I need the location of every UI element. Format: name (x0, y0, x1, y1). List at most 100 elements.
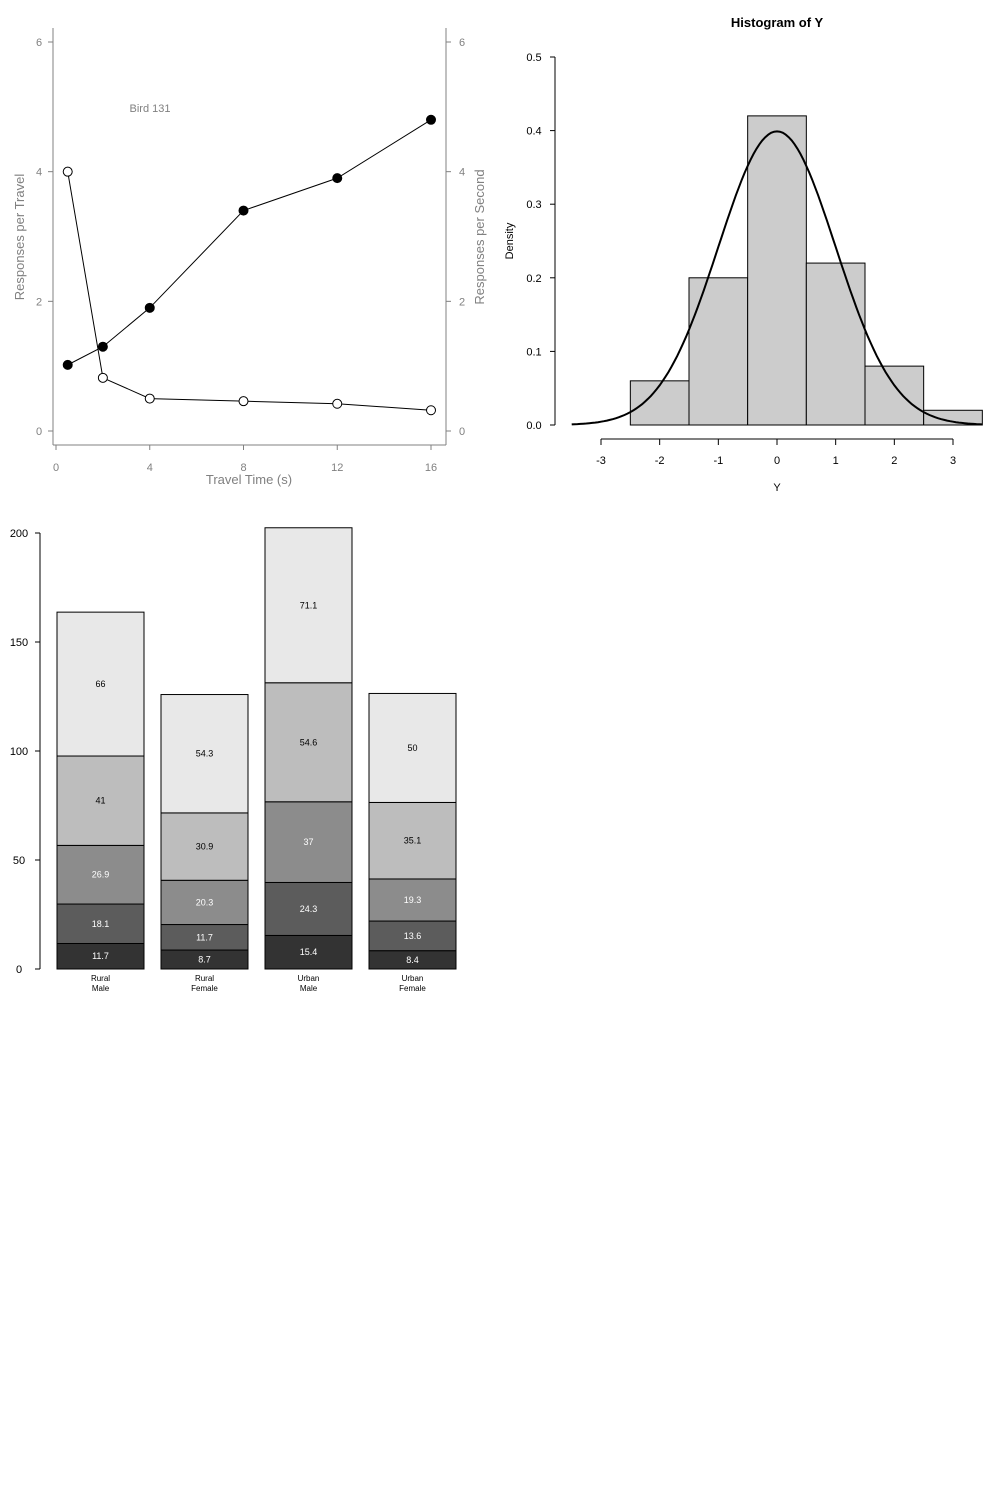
chart-annotation: Bird 131 (130, 103, 171, 115)
x-tick-label: 4 (147, 462, 153, 474)
bar-value-label: 35.1 (404, 836, 422, 846)
bar-value-label: 19.3 (404, 895, 422, 905)
bar-segment (368, 801, 457, 880)
bar-value-label: 37 (303, 837, 313, 847)
data-point (238, 396, 249, 407)
bar-segment (264, 934, 353, 970)
category-label-line2: Female (191, 984, 218, 993)
data-point (144, 302, 155, 313)
stacked-bar-chart: 05010015020011.718.126.94166RuralMale8.7… (10, 527, 457, 993)
bar-segment (160, 694, 249, 814)
bar-segment (56, 942, 145, 970)
y-tick-label: 0.2 (526, 273, 541, 285)
category-label-line1: Rural (91, 974, 110, 983)
left-y-tick-label: 0 (36, 426, 42, 438)
data-point (426, 405, 436, 416)
bar-segment (56, 611, 145, 757)
bar-segment (56, 844, 145, 905)
bar-value-label: 8.4 (406, 955, 419, 965)
bar-value-label: 20.3 (196, 897, 214, 907)
histogram-bar (805, 262, 866, 426)
data-point (144, 393, 155, 404)
bar-segment (368, 692, 457, 803)
histogram-chart: Histogram of Y 0.0 0.1 0.2 0.3 0.4 0.5 Density -… (504, 15, 983, 494)
y-tick-label: 0.0 (526, 420, 541, 432)
x-tick-label: 0 (53, 462, 59, 474)
series-line-0 (67, 119, 432, 366)
bar-segment (160, 924, 249, 951)
bar-segment (264, 881, 353, 936)
bar-segment (264, 682, 353, 803)
category-label-line1: Urban (402, 974, 424, 983)
x-tick-label: 0 (774, 455, 780, 467)
y-tick-label: 200 (10, 528, 28, 540)
y-tick-label: 0.3 (526, 199, 541, 211)
y-axis-title: Density (504, 222, 516, 259)
x-tick-label: -3 (596, 455, 606, 467)
data-point (97, 372, 108, 383)
bar-segment (264, 527, 353, 684)
category-label-line1: Urban (298, 974, 320, 983)
category-label-line2: Male (92, 984, 110, 993)
data-point (332, 398, 343, 409)
y-tick-label: 150 (10, 637, 28, 649)
x-axis-title: Travel Time (s) (206, 472, 292, 487)
histogram-bar (747, 115, 807, 426)
bar-value-label: 54.3 (196, 749, 214, 759)
bar-value-label: 50 (407, 743, 417, 753)
data-point (332, 173, 343, 184)
x-tick-label: 2 (891, 455, 897, 467)
x-tick-label: -1 (713, 455, 723, 467)
y-tick-label: 100 (10, 746, 28, 758)
line-chart-bird-131: 0 0 2 2 4 4 6 6 0 4 8 12 16 Travel Time (s) Responses … (12, 28, 487, 487)
bar-value-label: 24.3 (300, 904, 318, 914)
bar-segment (160, 812, 249, 881)
bar-value-label: 41 (95, 796, 105, 806)
right-y-tick-label: 2 (459, 296, 465, 308)
bar-value-label: 26.9 (92, 870, 110, 880)
x-axis-title: Y (773, 482, 781, 494)
right-y-tick-label: 4 (459, 167, 465, 179)
y-tick-label: 0.5 (526, 52, 541, 64)
density-curve (571, 130, 983, 426)
y-tick-label: 0 (16, 964, 22, 976)
histogram-bar (923, 409, 983, 426)
data-point (97, 341, 108, 352)
histogram-bar (864, 365, 925, 426)
data-point (426, 114, 436, 125)
category-label-line2: Female (399, 984, 426, 993)
bar-segment (264, 801, 353, 883)
x-tick-label: 3 (950, 455, 956, 467)
y-tick-label: 50 (13, 855, 25, 867)
bar-value-label: 66 (95, 679, 105, 689)
left-y-tick-label: 2 (36, 296, 42, 308)
bar-value-label: 54.6 (300, 737, 318, 747)
chart-title: Histogram of Y (731, 15, 824, 30)
bar-value-label: 13.6 (404, 931, 422, 941)
right-y-tick-label: 0 (459, 426, 465, 438)
left-y-axis-title: Responses per Travel (12, 174, 27, 301)
bar-value-label: 18.1 (92, 919, 110, 929)
data-point (238, 205, 249, 216)
category-label-line2: Male (300, 984, 318, 993)
x-tick-label: -2 (655, 455, 665, 467)
y-tick-label: 0.4 (526, 126, 541, 138)
right-y-tick-label: 6 (459, 37, 465, 49)
bar-value-label: 71.1 (300, 600, 318, 610)
x-tick-label: 12 (331, 462, 343, 474)
series-line-1 (67, 171, 432, 411)
x-tick-label: 1 (833, 455, 839, 467)
x-tick-label: 8 (240, 462, 246, 474)
bar-value-label: 30.9 (196, 842, 214, 852)
right-y-axis-title: Responses per Second (472, 169, 487, 304)
x-tick-label: 16 (425, 462, 437, 474)
y-tick-label: 0.1 (526, 346, 541, 358)
bar-value-label: 8.7 (198, 955, 211, 965)
left-y-tick-label: 6 (36, 37, 42, 49)
bar-value-label: 15.4 (300, 947, 318, 957)
bar-value-label: 11.7 (196, 932, 213, 942)
bar-value-label: 11.7 (92, 951, 109, 961)
data-point (62, 359, 73, 370)
data-point (62, 166, 73, 177)
left-y-tick-label: 4 (36, 167, 42, 179)
